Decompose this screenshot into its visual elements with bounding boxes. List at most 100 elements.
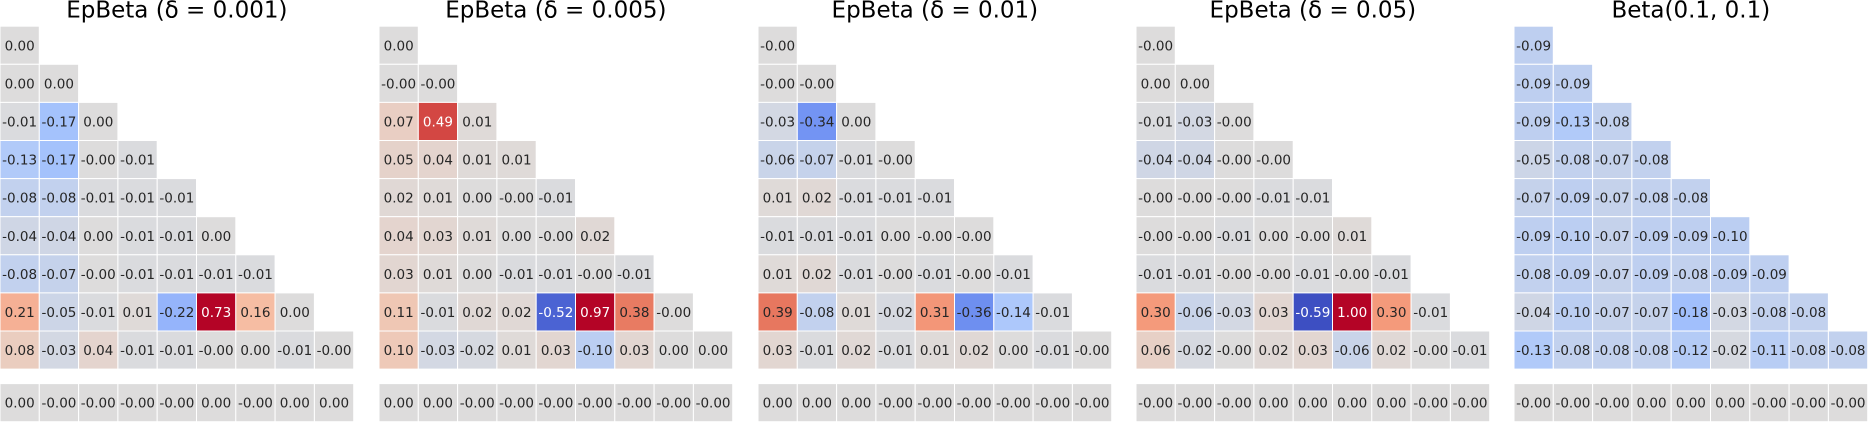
heatmap-cell [1135, 330, 1176, 370]
cell-label: -0.01 [1035, 343, 1070, 359]
cell-label: 0.00 [659, 343, 689, 359]
heatmap-cell [1592, 254, 1633, 294]
cell-label: -0.00 [238, 396, 273, 412]
heatmap-cell [235, 292, 276, 332]
heatmap-cell [1032, 292, 1073, 332]
cell-label: 0.04 [384, 229, 414, 245]
cell-label: -0.01 [159, 191, 194, 207]
heatmap-cell [274, 330, 315, 370]
heatmap-cell [378, 63, 419, 103]
cell-label: 0.01 [462, 229, 492, 245]
heatmap-cell [0, 25, 40, 65]
cell-label: 0.30 [1376, 305, 1406, 321]
cell-label: 0.01 [1337, 229, 1367, 245]
cell-label: -0.00 [578, 267, 613, 283]
cell-label: -0.01 [799, 343, 834, 359]
heatmap-cell [1552, 101, 1594, 141]
heatmap-cell [1174, 216, 1216, 256]
cell-label: -0.08 [1673, 267, 1708, 283]
cell-label: 0.49 [423, 114, 453, 130]
cell-label: 0.01 [123, 305, 153, 321]
heatmap-cell [1631, 216, 1672, 256]
cell-label: -0.08 [1634, 191, 1669, 207]
cell-label: -0.10 [578, 343, 613, 359]
heatmap-cell [117, 330, 158, 370]
heatmap-cell [1174, 63, 1216, 103]
cell-label: -0.00 [120, 396, 155, 412]
heatmap-cell [313, 330, 355, 370]
heatmap-cell [0, 101, 40, 141]
cell-label: -0.13 [1555, 114, 1590, 130]
heatmap-cell [757, 383, 798, 423]
heatmap-cell [235, 383, 276, 423]
cell-label: -0.01 [878, 191, 913, 207]
heatmap-cell [1513, 216, 1554, 256]
cell-label: -0.01 [1374, 267, 1409, 283]
heatmap-cell [1749, 292, 1790, 332]
cell-label: 0.03 [384, 267, 414, 283]
cell-label: -0.02 [1177, 343, 1212, 359]
cell-label: 0.00 [319, 396, 349, 412]
heatmap-cell [1174, 254, 1216, 294]
heatmap-cell [117, 383, 158, 423]
cell-label: 0.01 [423, 191, 453, 207]
cell-label: 0.38 [619, 305, 649, 321]
heatmap-cell [1292, 216, 1333, 256]
cell-label: -0.00 [81, 267, 116, 283]
cell-label: -0.00 [1217, 191, 1252, 207]
heatmap-cell [1135, 178, 1176, 218]
heatmap-cell [535, 383, 577, 423]
heatmap-cell [156, 292, 197, 332]
heatmap-cell [1253, 178, 1294, 218]
heatmap-cell [496, 140, 537, 180]
heatmap-cell [196, 254, 237, 294]
heatmap-cell [1749, 254, 1790, 294]
heatmap-cell [1214, 330, 1255, 370]
cell-label: -0.09 [1516, 76, 1551, 92]
cell-label: -0.59 [1295, 305, 1330, 321]
heatmap-cell [117, 292, 158, 332]
heatmap-cell [1071, 330, 1113, 370]
cell-label: -0.03 [420, 343, 455, 359]
cell-label: 0.01 [423, 267, 453, 283]
cell-label: -0.00 [1177, 396, 1212, 412]
heatmap-cell [1214, 254, 1255, 294]
heatmap-cell [457, 178, 498, 218]
heatmap-cell [1135, 216, 1176, 256]
heatmap-cell [1552, 292, 1594, 332]
heatmap-cell [653, 383, 694, 423]
cell-label: -0.00 [499, 191, 534, 207]
cell-label: 0.02 [462, 305, 492, 321]
panel-title: EpBeta (δ = 0.005) [445, 0, 666, 24]
cell-label: -0.07 [1634, 305, 1669, 321]
cell-label: -0.00 [1217, 396, 1252, 412]
cell-label: -0.08 [1555, 153, 1590, 169]
heatmap-cell [0, 63, 40, 103]
heatmap-cell [378, 216, 419, 256]
cell-label: -0.00 [917, 396, 952, 412]
heatmap-cell [1253, 383, 1294, 423]
heatmap-cell [38, 254, 80, 294]
cell-label: -0.00 [1217, 267, 1252, 283]
heatmap-cell [1710, 216, 1751, 256]
cell-label: 0.00 [1141, 76, 1171, 92]
heatmap-cell [378, 254, 419, 294]
heatmap-cell [757, 25, 798, 65]
heatmap-cell [1174, 101, 1216, 141]
heatmap-cell [954, 383, 995, 423]
cell-label: -0.00 [1138, 38, 1173, 54]
cell-label: -0.00 [1595, 396, 1630, 412]
cell-label: -0.02 [1713, 343, 1748, 359]
heatmap-cell [78, 254, 119, 294]
heatmap-cell [457, 254, 498, 294]
heatmap-cell [378, 330, 419, 370]
heatmap-cell [156, 178, 197, 218]
cell-label: -0.01 [199, 267, 234, 283]
heatmap-cell [1827, 330, 1868, 370]
heatmap-cell [796, 383, 838, 423]
cell-label: -0.01 [1295, 191, 1330, 207]
heatmap-cell [1592, 216, 1633, 256]
cell-label: -0.01 [538, 191, 573, 207]
cell-label: 0.00 [83, 229, 113, 245]
heatmap-cell [235, 330, 276, 370]
